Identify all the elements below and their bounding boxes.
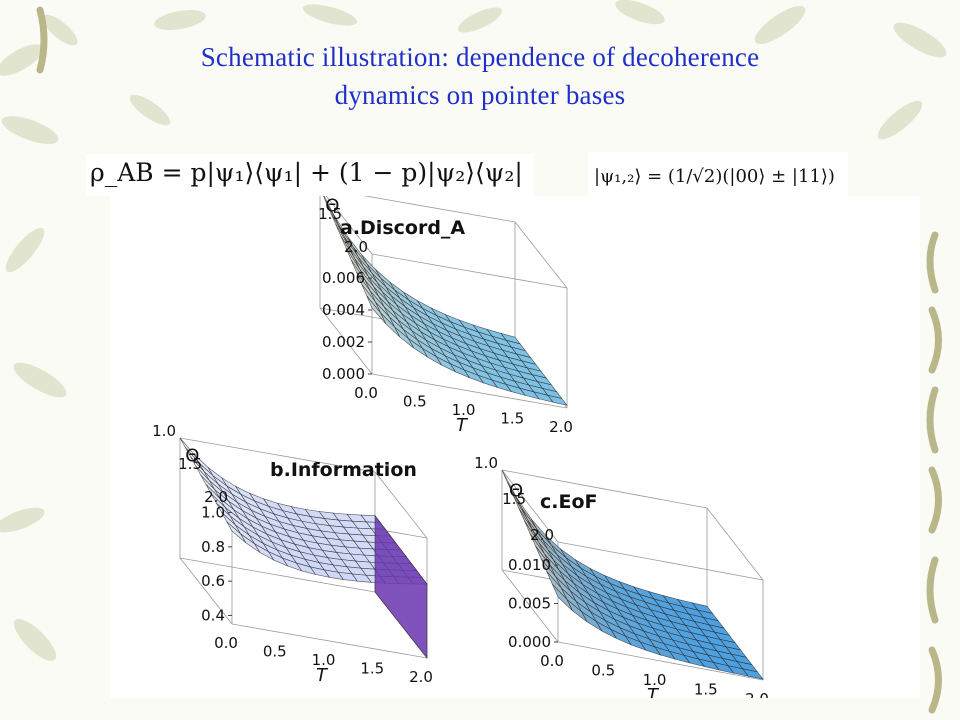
y-axis-label: Θ [509, 480, 523, 501]
x-tick-label: 0.0 [354, 384, 378, 402]
surface-side-face [374, 514, 428, 659]
z-tick-label: 0.000 [508, 633, 551, 651]
plot-box-edge [374, 471, 428, 539]
plot-box-edge [557, 541, 764, 581]
x-tick-label: 0.5 [263, 643, 287, 661]
surface-plot-1: 0.0000.0020.0040.0060.00.51.01.52.0T1.01… [292, 172, 573, 436]
x-tick-label: 0.0 [540, 652, 564, 670]
z-tick-label: 0.4 [201, 606, 225, 624]
x-tick-label: 1.0 [452, 401, 476, 419]
z-tick-label: 0.002 [322, 333, 365, 351]
plot-box-edge [371, 373, 568, 409]
y-tick-label: 2.0 [204, 488, 228, 506]
x-tick-label: 2.0 [549, 418, 573, 436]
plot-title: b.Information [270, 459, 417, 481]
x-tick-label: 0.5 [403, 393, 427, 411]
plot-box-edge [514, 221, 568, 289]
y-tick-label: 2.0 [344, 238, 368, 256]
x-axis-label: T [316, 665, 329, 686]
y-axis-label: Θ [185, 446, 199, 467]
z-tick-label: 0.6 [201, 572, 225, 590]
y-tick-label: 1.0 [152, 422, 176, 440]
slide-title: Schematic illustration: dependence of de… [40, 38, 920, 114]
z-tick-label: 0.8 [201, 538, 225, 556]
z-tick-label: 0.006 [322, 269, 365, 287]
plot-box-edge [179, 557, 376, 593]
density-matrix-formula: ρ_AB = p|ψ₁⟩⟨ψ₁| + (1 − p)|ψ₂⟩⟨ψ₂| [86, 154, 534, 196]
plot-box-edge [179, 557, 233, 625]
x-tick-label: 1.0 [312, 651, 336, 669]
x-tick-label: 0.0 [214, 634, 238, 652]
plot-box-edge [557, 641, 764, 681]
plot-box-edge [501, 469, 559, 543]
y-tick-label: 1.5 [318, 205, 342, 223]
x-tick-label: 1.5 [694, 681, 718, 699]
x-tick-label: 2.0 [745, 690, 769, 698]
plot-box-edge [179, 437, 376, 473]
y-axis-label: Θ [325, 196, 339, 217]
plot-title: a.Discord_A [340, 217, 465, 239]
surface-plot-2: 0.40.60.81.00.0 0.5 1.0 1.5 2.0T1.01.52.0Θb.… [152, 422, 433, 686]
slide-title-line-1: Schematic illustration: dependence of de… [200, 42, 760, 72]
plot-box-edge [319, 187, 373, 255]
plot-box-edge [501, 569, 559, 643]
y-tick-label: 2.0 [530, 526, 554, 544]
x-tick-label: 1.5 [360, 660, 384, 678]
plot-title: c.EoF [540, 491, 598, 513]
surface-cell [547, 394, 568, 406]
plot-box-edge [231, 623, 428, 659]
density-matrix-formula-text: ρ_AB = p|ψ₁⟩⟨ψ₁| + (1 − p)|ψ₂⟩⟨ψ₂| [90, 158, 523, 187]
surface-plot-3: 0.0000.0050.0100.00.51.01.52.0T1.01.52.0… [474, 454, 769, 708]
x-axis-label: T [456, 415, 469, 436]
z-tick-label: 0.000 [322, 365, 365, 383]
slide-title-line-2: dynamics on pointer bases [334, 80, 626, 110]
bell-state-formula-text: |ψ₁,₂⟩ = (1/√2)(|00⟩ ± |11⟩) [594, 166, 835, 187]
z-tick-label: 1.0 [201, 504, 225, 522]
x-tick-label: 2.0 [409, 668, 433, 686]
plot-box-edge [501, 469, 708, 509]
y-tick-label: 1.5 [502, 490, 526, 508]
z-tick-label: 0.010 [508, 556, 551, 574]
plot-canvas: 0.0000.0020.0040.0060.00.51.01.52.0T1.01… [110, 172, 920, 708]
y-tick-label: 1.0 [474, 454, 498, 472]
surface-plots: 0.0000.0020.0040.0060.00.51.01.52.0T1.01… [152, 172, 769, 708]
plot-box-edge [319, 307, 373, 375]
x-tick-label: 0.5 [591, 662, 615, 680]
y-tick-label: 1.5 [178, 455, 202, 473]
plot-box-edge [706, 507, 764, 581]
plot-box-edge [371, 253, 568, 289]
z-tick-label: 0.005 [508, 595, 551, 613]
x-tick-label: 1.5 [500, 410, 524, 428]
surface-cell [742, 668, 764, 680]
x-tick-label: 1.0 [643, 671, 667, 689]
z-tick-label: 0.004 [322, 301, 365, 319]
